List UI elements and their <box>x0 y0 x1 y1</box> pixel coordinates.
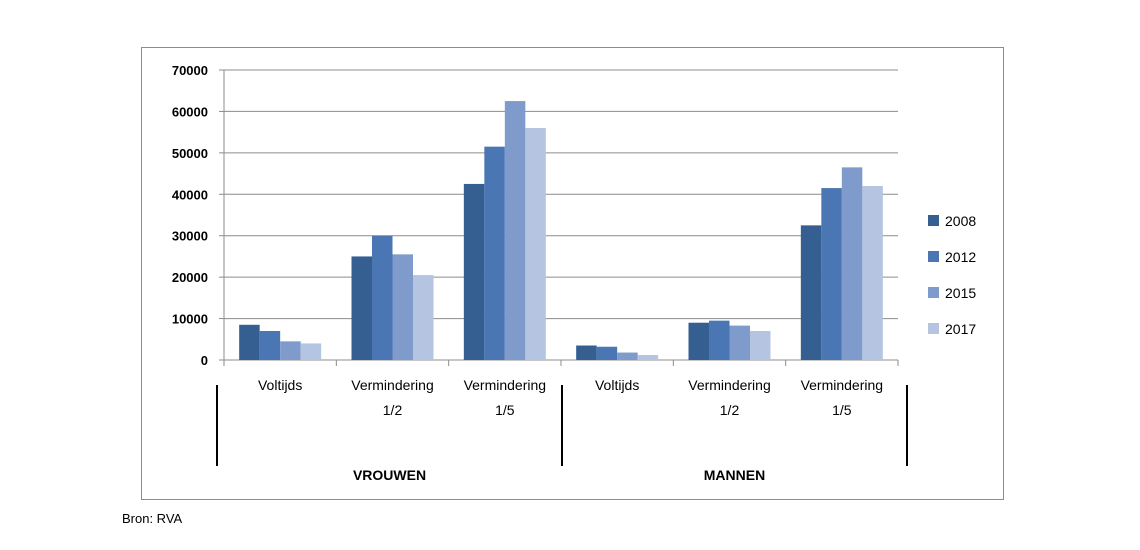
legend-label: 2012 <box>945 249 976 265</box>
legend-swatch-2012 <box>928 251 939 262</box>
bar-2012-4 <box>709 320 730 360</box>
bar-2017-3 <box>637 355 659 360</box>
y-tick-label: 60000 <box>172 104 208 119</box>
source-note: Bron: RVA <box>122 511 183 526</box>
group-label: VROUWEN <box>353 467 426 483</box>
bar-2012-2 <box>484 146 505 360</box>
legend-label: 2015 <box>945 285 976 301</box>
category-label: Vermindering <box>801 377 884 393</box>
y-tick-label: 30000 <box>172 229 208 244</box>
bar-2015-0 <box>280 341 301 360</box>
y-tick-label: 20000 <box>172 270 208 285</box>
category-label: 1/2 <box>383 402 403 418</box>
category-label: 1/2 <box>720 402 740 418</box>
legend-swatch-2017 <box>928 323 939 334</box>
category-label: Vermindering <box>351 377 434 393</box>
legend-swatch-2015 <box>928 287 939 298</box>
bar-2015-4 <box>729 325 750 360</box>
bar-2012-5 <box>821 188 842 360</box>
bar-2017-0 <box>300 343 322 360</box>
category-label: Vermindering <box>688 377 771 393</box>
legend-label: 2008 <box>945 213 976 229</box>
y-tick-label: 10000 <box>172 312 208 327</box>
bar-2012-1 <box>372 235 393 360</box>
y-tick-label: 50000 <box>172 146 208 161</box>
category-label: Voltijds <box>595 377 639 393</box>
bar-2008-1 <box>351 256 372 360</box>
bar-2008-3 <box>576 345 597 360</box>
category-label: 1/5 <box>832 402 852 418</box>
bar-2017-1 <box>413 275 434 360</box>
bar-2015-2 <box>504 101 526 361</box>
y-tick-label: 40000 <box>172 187 208 202</box>
legend-label: 2017 <box>945 321 976 337</box>
bar-chart: 0 10000 20000 30000 40000 50000 60000 70000 Volt… <box>172 63 977 483</box>
bar-2008-4 <box>688 322 709 360</box>
bar-2017-2 <box>525 128 546 360</box>
bar-2017-5 <box>862 186 883 360</box>
y-tick-label: 0 <box>201 353 208 368</box>
chart-frame: 0 10000 20000 30000 40000 50000 60000 70000 Volt… <box>141 47 1004 500</box>
bar-2015-5 <box>841 167 863 360</box>
category-label: Vermindering <box>464 377 547 393</box>
category-label: Voltijds <box>258 377 302 393</box>
bar-2015-1 <box>392 254 413 360</box>
bar-2012-3 <box>596 346 618 360</box>
bar-2017-4 <box>750 331 771 360</box>
bar-2008-0 <box>239 324 260 360</box>
y-tick-label: 70000 <box>172 63 208 78</box>
bar-2012-0 <box>259 331 281 360</box>
legend-swatch-2008 <box>928 215 939 226</box>
bar-2015-3 <box>617 352 638 360</box>
group-label: MANNEN <box>704 467 765 483</box>
category-label: 1/5 <box>495 402 515 418</box>
bar-2008-2 <box>463 183 485 360</box>
bar-2008-5 <box>800 225 822 360</box>
